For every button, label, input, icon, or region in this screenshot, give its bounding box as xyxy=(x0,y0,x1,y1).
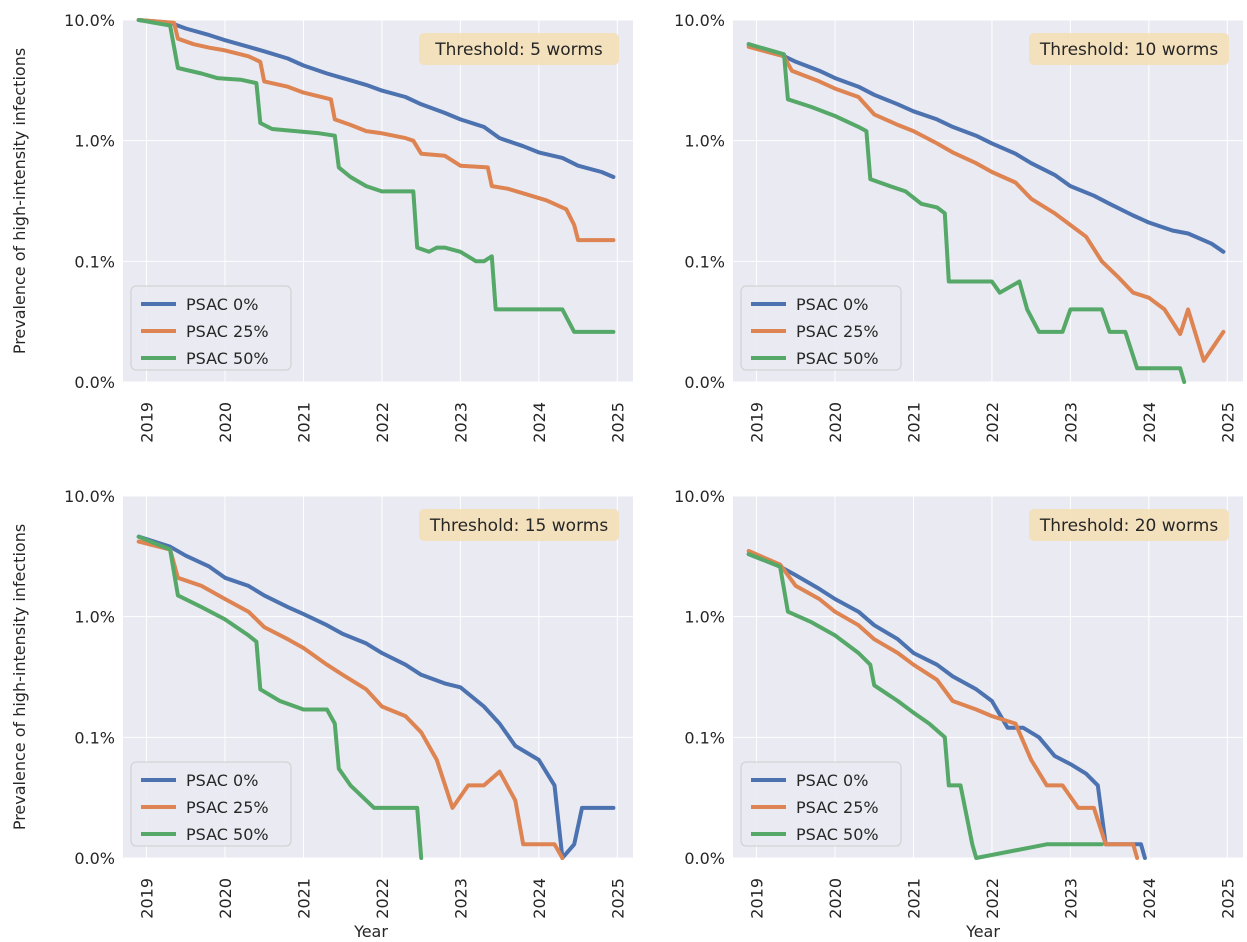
series-line-3 xyxy=(136,18,616,334)
legend-label-3: PSAC 50% xyxy=(796,349,879,368)
y-tick-label: 1.0% xyxy=(684,608,725,627)
x-tick-label: 2023 xyxy=(1061,878,1080,919)
series-line-2 xyxy=(746,44,1226,363)
y-tick-label: 0.0% xyxy=(74,849,115,868)
legend-label-1: PSAC 0% xyxy=(186,295,258,314)
x-tick-label: 2022 xyxy=(373,402,392,443)
x-tick-label: 2019 xyxy=(138,878,157,919)
series-line-3 xyxy=(136,534,424,860)
x-tick-label: 2021 xyxy=(904,402,923,443)
x-tick-label: 2024 xyxy=(1140,878,1159,919)
x-tick-label: 2023 xyxy=(1061,402,1080,443)
x-tick-label: 2025 xyxy=(608,878,627,919)
legend-label-3: PSAC 50% xyxy=(186,825,269,844)
legend xyxy=(130,761,292,847)
x-tick-label: 2021 xyxy=(294,878,313,919)
legend-label-1: PSAC 0% xyxy=(796,295,868,314)
y-tick-label: 10.0% xyxy=(674,11,725,30)
panel-title: Threshold: 10 worms xyxy=(1039,40,1219,60)
figure-ylabel-top: Prevalence of high-intensity infections xyxy=(10,48,29,354)
series-line-2 xyxy=(136,539,565,860)
legend-label-2: PSAC 25% xyxy=(186,798,269,817)
figure-ylabel-bottom: Prevalence of high-intensity infections xyxy=(10,524,29,830)
x-tick-label: 2020 xyxy=(826,878,845,919)
y-tick-label: 0.0% xyxy=(684,373,725,392)
x-tick-label: 2025 xyxy=(1218,878,1237,919)
chart-panel-4: 2019 2020 2021 2022 2023 2024 2025 0.0% 0.1% 1.0%… xyxy=(674,487,1243,919)
x-tick-label: 2020 xyxy=(826,402,845,443)
x-tick-label: 2019 xyxy=(748,878,767,919)
legend xyxy=(740,285,902,371)
legend-label-1: PSAC 0% xyxy=(186,771,258,790)
x-tick-label: 2025 xyxy=(608,402,627,443)
y-tick-label: 1.0% xyxy=(74,608,115,627)
series-line-2 xyxy=(136,18,616,243)
x-tick-label: 2022 xyxy=(373,878,392,919)
x-tick-label: 2021 xyxy=(294,402,313,443)
x-tick-label: 2024 xyxy=(530,878,549,919)
figure-xlabel-right: Year xyxy=(965,922,1000,941)
y-tick-label: 0.1% xyxy=(684,728,725,747)
x-tick-label: 2022 xyxy=(983,878,1002,919)
y-tick-label: 1.0% xyxy=(74,132,115,151)
panel-title-box xyxy=(1029,509,1229,541)
legend-label-3: PSAC 50% xyxy=(796,825,879,844)
legend xyxy=(130,285,292,371)
panel-title: Threshold: 15 worms xyxy=(429,516,609,536)
x-tick-label: 2024 xyxy=(1140,402,1159,443)
x-tick-label: 2023 xyxy=(451,402,470,443)
x-tick-label: 2022 xyxy=(983,402,1002,443)
legend-label-2: PSAC 25% xyxy=(796,798,879,817)
x-tick-label: 2025 xyxy=(1218,402,1237,443)
x-tick-label: 2020 xyxy=(216,878,235,919)
y-tick-label: 0.1% xyxy=(74,252,115,271)
panel-title-box xyxy=(419,33,619,65)
x-tick-label: 2024 xyxy=(530,402,549,443)
chart-panel-1: 2019 2020 2021 2022 2023 2024 2025 0.0% 0.1% 1.0%… xyxy=(64,11,633,443)
series-line-1 xyxy=(136,534,616,860)
y-tick-label: 0.0% xyxy=(74,373,115,392)
panel-title-box xyxy=(419,509,619,541)
y-tick-label: 0.1% xyxy=(684,252,725,271)
panel-title-box xyxy=(1029,33,1229,65)
legend xyxy=(740,761,902,847)
figure-xlabel-left: Year xyxy=(353,922,388,941)
chart-panel-2: 2019 2020 2021 2022 2023 2024 2025 0.0% 0.1% 1.0%… xyxy=(674,11,1243,443)
x-tick-label: 2023 xyxy=(451,878,470,919)
series-line-3 xyxy=(746,552,1104,860)
x-tick-label: 2019 xyxy=(138,402,157,443)
panel-title: Threshold: 5 worms xyxy=(434,40,603,60)
series-line-3 xyxy=(746,42,1187,384)
x-tick-label: 2019 xyxy=(748,402,767,443)
legend-label-2: PSAC 25% xyxy=(796,322,879,341)
legend-label-2: PSAC 25% xyxy=(186,322,269,341)
y-tick-label: 10.0% xyxy=(64,487,115,506)
series-line-2 xyxy=(746,549,1140,860)
y-tick-label: 0.1% xyxy=(74,728,115,747)
panel-title: Threshold: 20 worms xyxy=(1039,516,1219,536)
y-tick-label: 0.0% xyxy=(684,849,725,868)
chart-panel-3: 2019 2020 2021 2022 2023 2024 2025 0.0% 0.1% 1.0%… xyxy=(64,487,633,919)
series-line-1 xyxy=(136,18,616,179)
y-tick-label: 10.0% xyxy=(674,487,725,506)
legend-label-3: PSAC 50% xyxy=(186,349,269,368)
y-tick-label: 1.0% xyxy=(684,132,725,151)
x-tick-label: 2020 xyxy=(216,402,235,443)
legend-label-1: PSAC 0% xyxy=(796,771,868,790)
x-tick-label: 2021 xyxy=(904,878,923,919)
series-line-1 xyxy=(746,552,1147,860)
y-tick-label: 10.0% xyxy=(64,11,115,30)
